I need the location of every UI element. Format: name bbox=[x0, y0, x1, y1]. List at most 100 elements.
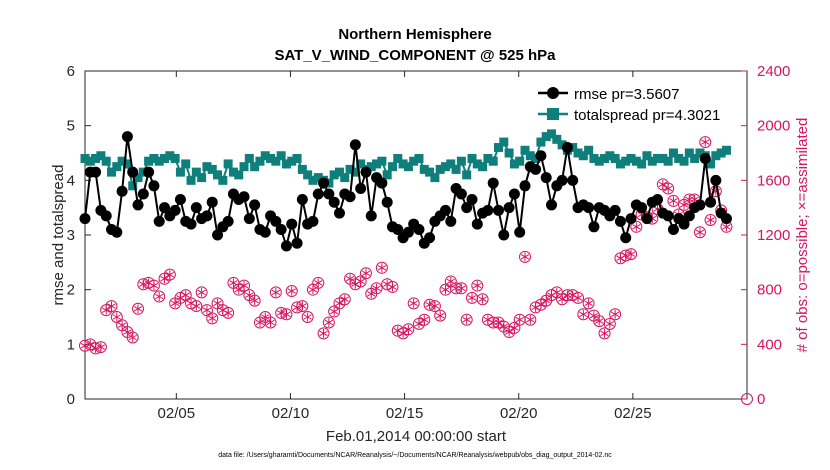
rmse-point bbox=[667, 224, 679, 236]
obs-assimilated-point bbox=[123, 327, 132, 337]
legend-rmse-label: rmse pr=3.5607 bbox=[574, 86, 679, 103]
rmse-point bbox=[519, 180, 531, 192]
obs-possible-point bbox=[206, 312, 219, 325]
axis-ticks: 0 1 2 3 4 5 6 0 400 800 1200 1600 2000 2400 02/05 02/10… bbox=[67, 63, 791, 422]
obs-assimilated-point bbox=[303, 312, 312, 322]
y-tick-label-right: 2000 bbox=[757, 118, 790, 135]
totalspread-point bbox=[637, 159, 647, 169]
obs-assimilated-point bbox=[223, 308, 233, 318]
totalspread-point bbox=[653, 153, 663, 163]
totalspread-point bbox=[107, 167, 117, 177]
obs-assimilated-point bbox=[367, 289, 376, 299]
totalspread-point bbox=[398, 159, 408, 169]
obs-assimilated-point bbox=[414, 319, 424, 329]
obs-assimilated-point bbox=[107, 301, 116, 311]
rmse-point bbox=[530, 163, 542, 175]
obs-possible-point bbox=[598, 327, 611, 340]
obs-possible-point bbox=[359, 267, 372, 280]
y-axis-label-right: # of obs: o=possible; ×=assimilated bbox=[794, 118, 811, 353]
y-tick-label-right: 1200 bbox=[757, 227, 790, 244]
totalspread-point bbox=[101, 156, 111, 166]
obs-assimilated-point bbox=[494, 317, 503, 327]
obs-assimilated-point bbox=[329, 307, 339, 317]
totalspread-point bbox=[531, 153, 541, 163]
totalspread-point bbox=[536, 137, 546, 147]
totalspread-point bbox=[133, 173, 143, 183]
obs-assimilated-point bbox=[149, 281, 159, 291]
rmse-point bbox=[583, 202, 595, 214]
rmse-point bbox=[344, 191, 356, 203]
obs-assimilated-point bbox=[239, 281, 249, 291]
totalspread-point bbox=[488, 156, 498, 166]
obs-assimilated-point bbox=[632, 222, 641, 232]
totalspread-point bbox=[509, 159, 519, 169]
obs-assimilated-point bbox=[515, 315, 524, 325]
y-tick-label-right: 1600 bbox=[757, 172, 790, 189]
totalspread-point bbox=[117, 156, 127, 166]
rmse-point bbox=[540, 172, 552, 184]
totalspread-point bbox=[547, 129, 557, 139]
obs-possible-point bbox=[630, 220, 643, 233]
totalspread-point bbox=[244, 153, 254, 163]
obs-assimilated-point bbox=[96, 342, 106, 352]
rmse-point bbox=[636, 202, 648, 214]
obs-assimilated-point bbox=[102, 305, 111, 315]
totalspread-point bbox=[584, 145, 594, 155]
obs-assimilated-point bbox=[504, 327, 514, 337]
obs-assimilated-point bbox=[409, 298, 418, 308]
totalspread-point bbox=[552, 134, 562, 144]
rmse-point bbox=[100, 210, 112, 222]
obs-assimilated-point bbox=[621, 251, 630, 260]
obs-assimilated-point bbox=[473, 281, 482, 291]
obs-assimilated-point bbox=[160, 274, 169, 284]
totalspread-point bbox=[80, 153, 90, 163]
obs-assimilated-point bbox=[372, 283, 381, 293]
rmse-point bbox=[588, 221, 600, 233]
totalspread-point bbox=[297, 164, 307, 174]
rmse-point bbox=[614, 215, 626, 227]
totalspread-point bbox=[387, 162, 397, 172]
totalspread-point bbox=[276, 151, 286, 161]
obs-assimilated-point bbox=[388, 282, 397, 292]
totalspread-point bbox=[679, 156, 689, 166]
x-axis-label: Feb.01,2014 00:00:00 start bbox=[326, 428, 507, 445]
obs-assimilated-point bbox=[181, 290, 190, 300]
obs-possible-point bbox=[264, 316, 277, 329]
totalspread-point bbox=[674, 153, 684, 163]
totalspread-point bbox=[255, 156, 265, 166]
obs-assimilated-point bbox=[282, 309, 291, 319]
obs-assimilated-point bbox=[80, 341, 90, 351]
legend-rmse-marker bbox=[547, 87, 559, 99]
obs-assimilated-point bbox=[404, 324, 413, 334]
obs-possible-point bbox=[434, 309, 447, 322]
totalspread-point bbox=[170, 153, 180, 163]
rmse-point bbox=[720, 213, 732, 225]
legend: rmse pr=3.5607 totalspread pr=4.3021 bbox=[533, 79, 740, 126]
totalspread-point bbox=[223, 159, 233, 169]
totalspread-point bbox=[462, 170, 472, 180]
rmse-point bbox=[360, 166, 372, 178]
obs-assimilated-point bbox=[420, 315, 429, 325]
obs-assimilated-point bbox=[255, 317, 265, 327]
rmse-point bbox=[466, 193, 478, 205]
chart-title: Northern Hemisphere bbox=[338, 26, 492, 43]
data-file-footnote: data file: /Users/gharamti/Documents/NCA… bbox=[218, 452, 612, 459]
y-tick-label-left: 6 bbox=[67, 63, 75, 80]
rmse-point bbox=[280, 240, 292, 252]
totalspread-point bbox=[605, 151, 615, 161]
rmse-point bbox=[620, 232, 632, 244]
rmse-point bbox=[318, 177, 330, 189]
totalspread-point bbox=[573, 148, 583, 158]
obs-possible-point bbox=[285, 285, 298, 298]
rmse-point bbox=[455, 188, 467, 200]
rmse-point bbox=[402, 226, 414, 238]
totalspread-point bbox=[483, 153, 493, 163]
obs-assimilated-point bbox=[292, 302, 302, 312]
obs-assimilated-point bbox=[340, 294, 349, 304]
obs-possible-point bbox=[407, 297, 420, 310]
totalspread-point bbox=[668, 148, 678, 158]
totalspread-point bbox=[234, 170, 244, 180]
rmse-point bbox=[333, 207, 345, 219]
totalspread-point bbox=[197, 173, 207, 183]
totalspread-point bbox=[626, 153, 636, 163]
